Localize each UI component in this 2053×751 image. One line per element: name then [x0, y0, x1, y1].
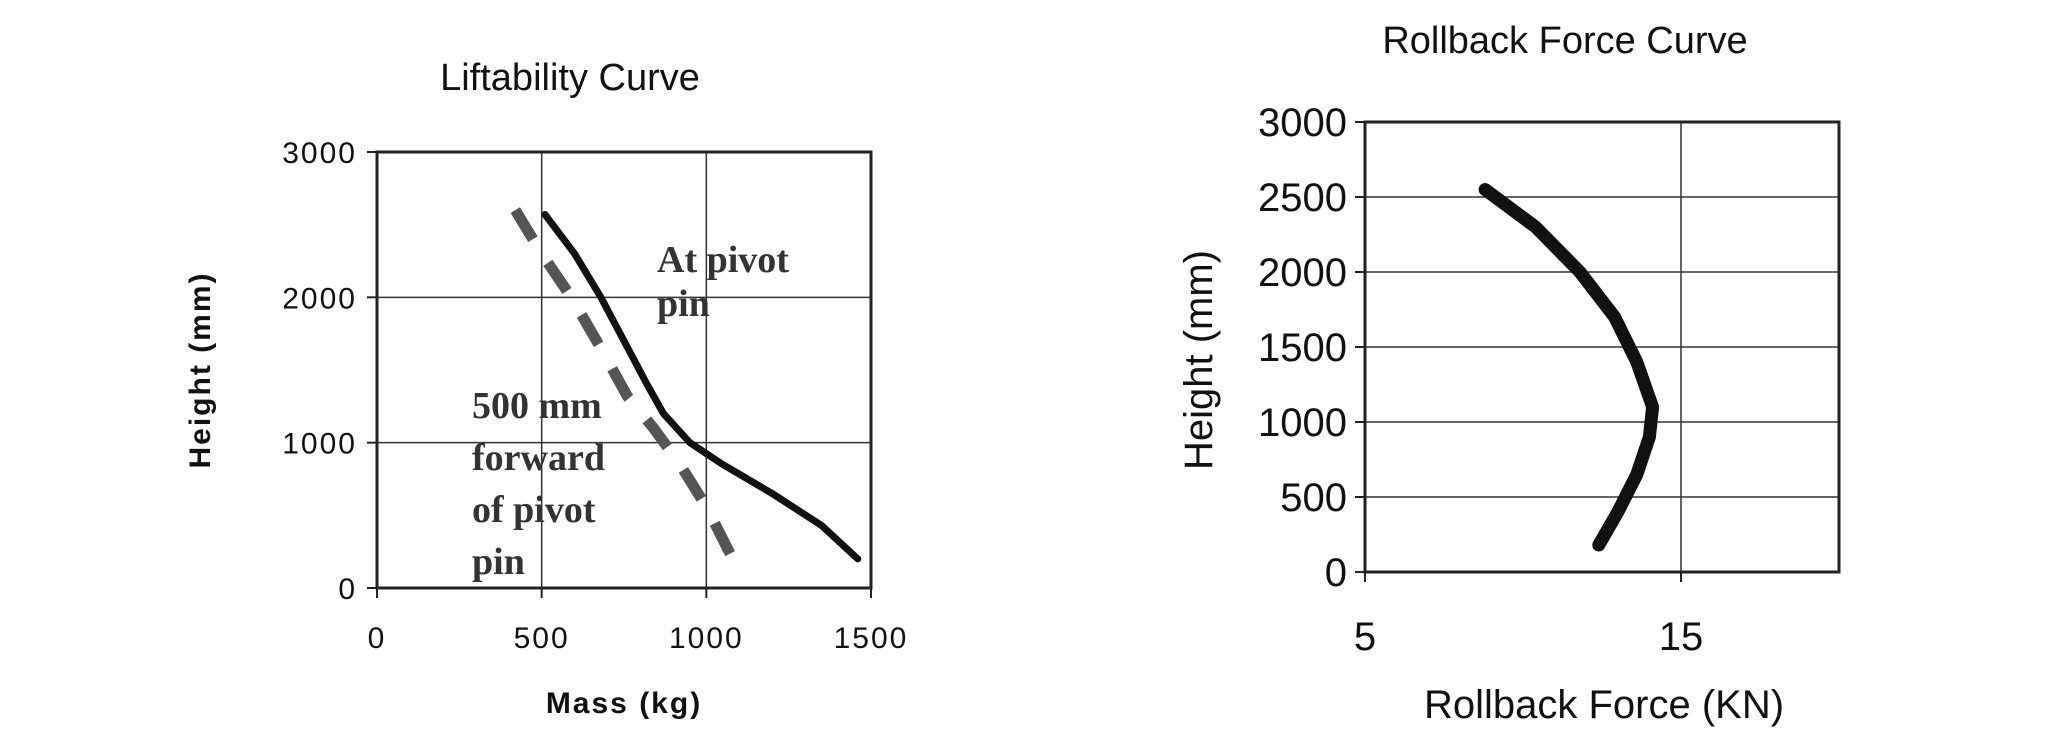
c1-series-line-0-solid [541, 211, 862, 563]
annotation-500mm-forward: 500 mm forward of pivot pin [472, 385, 614, 583]
c1-y-tick-2000: 2000 [282, 282, 357, 315]
c2-y-tick-3000: 3000 [1258, 101, 1347, 145]
c2-x-tick-5: 5 [1354, 615, 1376, 659]
c2-y-tick-500: 500 [1280, 476, 1347, 520]
annotation-500mm-forward-line-1: 500 mm [472, 385, 602, 427]
rollback-gridlines [1355, 121, 1839, 582]
rollback-x-tick-labels: 5 15 [1354, 615, 1703, 659]
liftability-y-tick-labels: 0 1000 2000 3000 [282, 137, 357, 606]
c2-y-tick-1500: 1500 [1258, 326, 1347, 370]
rollback-x-axis-label: Rollback Force (KN) [1424, 683, 1784, 727]
annotation-at-pivot-pin: At pivot pin [657, 239, 798, 325]
rollback-series-group [1478, 183, 1660, 552]
rollback-chart: Rollback Force Curve 0 500 1000 1500 2000 250… [1177, 20, 1841, 727]
c2-series-line-0-solid [1478, 183, 1660, 552]
c1-series-line-1-dashed [510, 207, 738, 562]
c1-y-tick-1000: 1000 [282, 428, 357, 461]
annotation-at-pivot-pin-line-2: pin [657, 283, 710, 325]
c2-y-tick-1000: 1000 [1258, 401, 1347, 445]
liftability-x-tick-labels: 0 500 1000 1500 [368, 622, 909, 655]
c1-x-tick-500: 500 [514, 622, 570, 655]
liftability-y-axis-label: Height (mm) [184, 272, 217, 469]
liftability-plot-frame [375, 150, 873, 590]
c1-y-tick-0: 0 [338, 573, 357, 606]
c1-x-tick-1500: 1500 [834, 622, 909, 655]
rollback-y-tick-labels: 0 500 1000 1500 2000 2500 3000 [1258, 101, 1347, 595]
rollback-title: Rollback Force Curve [1382, 20, 1747, 62]
liftability-x-axis-label: Mass (kg) [546, 687, 702, 720]
liftability-title: Liftability Curve [440, 57, 700, 99]
rollback-y-axis-label: Height (mm) [1177, 250, 1221, 470]
liftability-chart: Liftability Curve 0 1000 2000 3000 0 500 1000… [184, 57, 909, 720]
c2-y-tick-2000: 2000 [1258, 251, 1347, 295]
c2-x-tick-15: 15 [1659, 615, 1704, 659]
annotation-at-pivot-pin-line-1: At pivot [657, 239, 789, 281]
c1-y-tick-3000: 3000 [282, 137, 357, 170]
liftability-series-group [510, 207, 862, 563]
c1-x-tick-0: 0 [368, 622, 387, 655]
annotation-500mm-forward-line-4: pin [472, 541, 525, 583]
annotation-500mm-forward-line-3: of pivot [472, 489, 596, 531]
c1-x-tick-1000: 1000 [669, 622, 744, 655]
c2-y-tick-2500: 2500 [1258, 176, 1347, 220]
rollback-plot-frame [1363, 120, 1841, 574]
c2-y-tick-0: 0 [1325, 551, 1347, 595]
annotation-500mm-forward-line-2: forward [472, 437, 605, 479]
